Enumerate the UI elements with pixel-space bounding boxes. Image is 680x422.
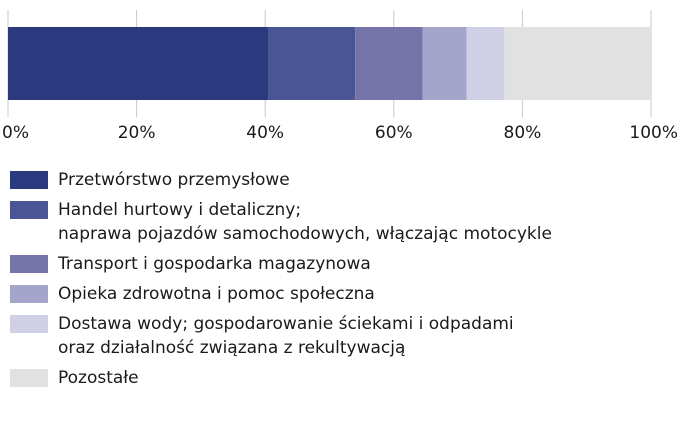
legend-item: Pozostałe xyxy=(10,366,670,390)
x-tick-label: 20% xyxy=(118,123,156,143)
x-tick-label: 60% xyxy=(375,123,413,143)
bar-segment-5 xyxy=(466,27,505,100)
legend-label: Przetwórstwo przemysłowe xyxy=(58,170,290,190)
legend-item: Dostawa wody; gospodarowanie ściekami i … xyxy=(10,312,670,360)
legend-swatch xyxy=(10,255,48,273)
legend-label: Handel hurtowy i detaliczny; naprawa poj… xyxy=(58,200,552,244)
legend-label: Pozostałe xyxy=(58,368,139,388)
legend-item: Opieka zdrowotna i pomoc społeczna xyxy=(10,282,670,306)
legend-swatch xyxy=(10,315,48,333)
bar-segment-3 xyxy=(355,27,423,100)
legend-item: Przetwórstwo przemysłowe xyxy=(10,168,670,192)
stacked-bar-chart: 0% 20% 40% 60% 80% 100% xyxy=(2,10,678,143)
legend-item: Transport i gospodarka magazynowa xyxy=(10,252,670,276)
bar-segment-2 xyxy=(268,27,356,100)
x-tick-label: 100% xyxy=(629,123,678,143)
legend-label: Dostawa wody; gospodarowanie ściekami i … xyxy=(58,314,514,358)
legend-swatch xyxy=(10,171,48,189)
legend-swatch xyxy=(10,285,48,303)
legend: Przetwórstwo przemysłowe Handel hurtowy i… xyxy=(10,168,670,396)
x-tick-label: 80% xyxy=(504,123,542,143)
legend-item: Handel hurtowy i detaliczny; naprawa poj… xyxy=(10,198,670,246)
legend-label: Transport i gospodarka magazynowa xyxy=(58,254,371,274)
bar-segment-6 xyxy=(504,27,651,100)
chart-area: 0% 20% 40% 60% 80% 100% xyxy=(0,0,680,160)
x-tick-label: 40% xyxy=(246,123,284,143)
legend-swatch xyxy=(10,369,48,387)
legend-label: Opieka zdrowotna i pomoc społeczna xyxy=(58,284,375,304)
x-tick-label: 0% xyxy=(2,123,29,143)
bar-segment-1 xyxy=(8,27,269,100)
bar-segment-4 xyxy=(422,27,467,100)
legend-swatch xyxy=(10,201,48,219)
